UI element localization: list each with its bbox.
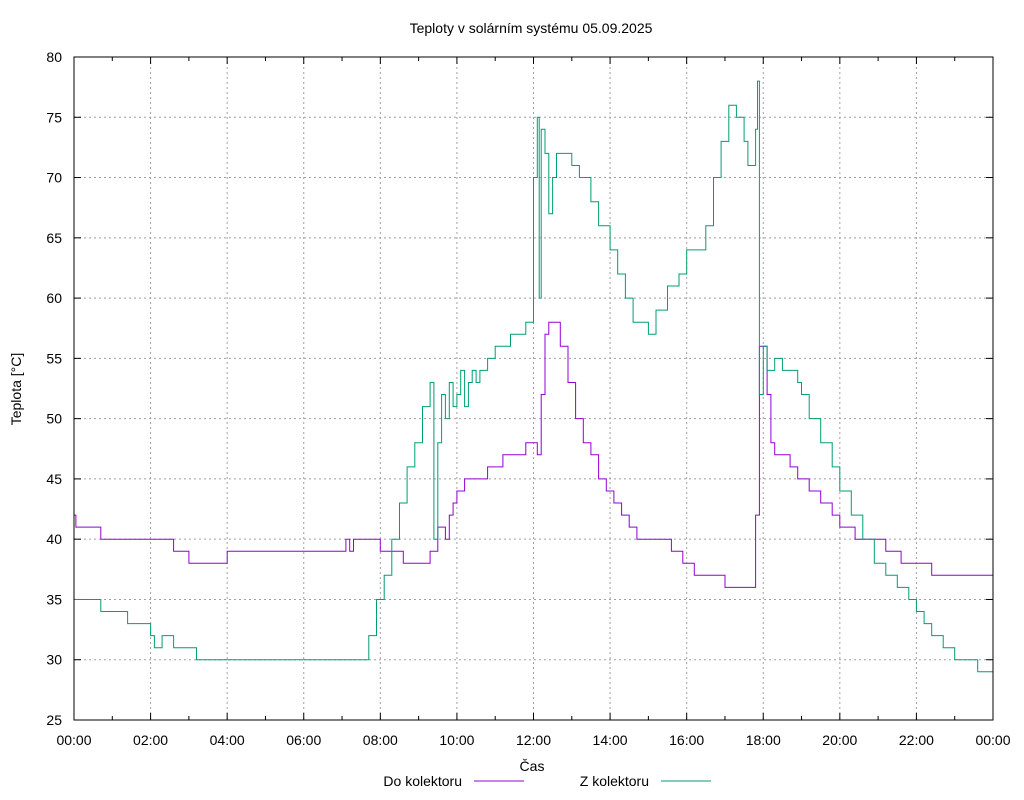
x-tick-label: 02:00 (133, 732, 168, 748)
x-tick-label: 14:00 (593, 732, 628, 748)
y-tick-label: 75 (46, 109, 62, 125)
legend-label-2: Z kolektoru (580, 773, 649, 789)
y-tick-label: 50 (46, 411, 62, 427)
y-axis-ticks: 25 30 35 40 45 50 55 60 65 70 75 80 (46, 49, 993, 728)
y-tick-label: 70 (46, 170, 62, 186)
series-line-1 (74, 321, 993, 588)
y-tick-label: 30 (46, 652, 62, 668)
x-tick-label: 04:00 (210, 732, 245, 748)
y-tick-label: 45 (46, 471, 62, 487)
legend-label-1: Do kolektoru (383, 773, 462, 789)
y-tick-label: 25 (46, 712, 62, 728)
x-tick-label: 12:00 (516, 732, 551, 748)
y-tick-label: 60 (46, 290, 62, 306)
x-tick-label: 06:00 (286, 732, 321, 748)
x-tick-label: 00:00 (56, 732, 91, 748)
plot-frame (73, 56, 994, 721)
x-tick-label: 08:00 (363, 732, 398, 748)
chart-title: Teploty v solárním systému 05.09.2025 (410, 20, 653, 36)
x-tick-label: 10:00 (439, 732, 474, 748)
x-tick-label: 22:00 (899, 732, 934, 748)
x-tick-label: 20:00 (822, 732, 857, 748)
x-tick-label: 18:00 (746, 732, 781, 748)
y-tick-label: 65 (46, 230, 62, 246)
series-lines (74, 80, 993, 673)
y-tick-label: 80 (46, 49, 62, 65)
x-tick-label: 16:00 (669, 732, 704, 748)
legend: Do kolektoru Z kolektoru (383, 773, 711, 789)
y-tick-label: 35 (46, 591, 62, 607)
y-tick-label: 40 (46, 531, 62, 547)
y-axis-label: Teplota [°C] (8, 353, 24, 426)
y-tick-label: 55 (46, 350, 62, 366)
series-line-2 (74, 80, 993, 673)
x-tick-label: 00:00 (975, 732, 1010, 748)
x-axis-label: Čas (520, 758, 545, 774)
